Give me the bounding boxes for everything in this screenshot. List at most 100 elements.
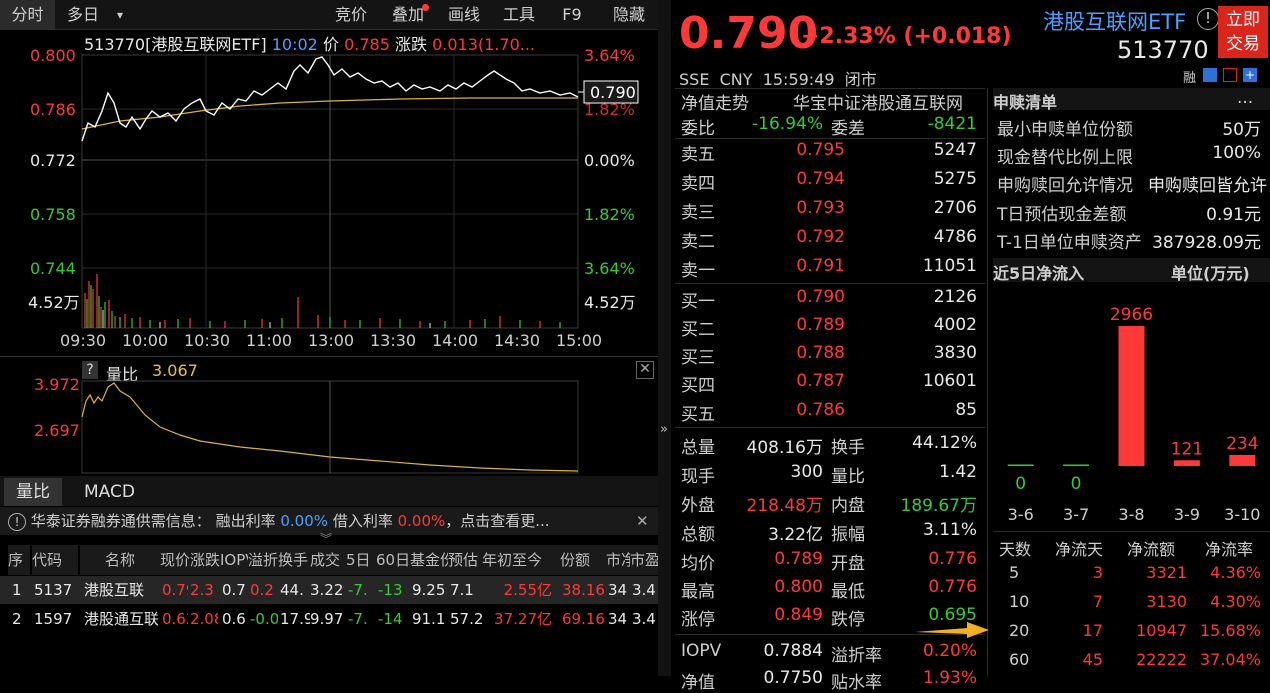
netflow-rate: 15.68% [1199, 621, 1261, 640]
tab-macd[interactable]: MACD [84, 482, 135, 502]
col-header[interactable]: 份额 [560, 545, 606, 575]
ask-price[interactable]: 0.795 [796, 140, 845, 160]
multi-day-dropdown-icon[interactable]: ▾ [116, 8, 124, 22]
tab-overlay[interactable]: 叠加 [391, 5, 424, 24]
ask-price[interactable]: 0.793 [796, 198, 845, 218]
netflow-amount: 10947 [1136, 621, 1187, 640]
col-header[interactable]: 年初至今 [482, 545, 560, 575]
market-status: 闭市 [844, 70, 877, 89]
ask-price[interactable]: 0.791 [796, 256, 845, 276]
sub-value: 387928.09元 [1152, 233, 1261, 253]
cell: 2 [12, 610, 22, 628]
tab-volume-ratio[interactable]: 量比 [4, 478, 62, 506]
tab-auction[interactable]: 竞价 [334, 5, 367, 24]
netflow-col-header: 天数 [999, 540, 1032, 559]
stat-value: 0.800 [774, 577, 823, 597]
notice-b-value: 0.00% [397, 512, 446, 530]
ask-volume: 5247 [933, 140, 977, 160]
col-header[interactable]: 基金份额 [410, 545, 448, 575]
bid-price[interactable]: 0.790 [796, 287, 845, 307]
col-header[interactable]: 现价 [160, 545, 190, 575]
cell: 44. [280, 581, 304, 599]
add-icon[interactable]: + [1243, 68, 1257, 82]
cell: 7.1 [450, 581, 474, 599]
ask-price[interactable]: 0.794 [796, 169, 845, 189]
sub-value: 0.91元 [1206, 205, 1261, 225]
cell: 5137 [34, 581, 73, 599]
sub-label: T-1日单位申赎资产 [997, 233, 1142, 253]
col-header[interactable]: 换手 [278, 545, 310, 575]
tab-intraday[interactable]: 分时 [0, 0, 55, 30]
wei-bi-label: 委比 [681, 119, 715, 139]
left-tick-1: 0.800 [30, 46, 76, 65]
col-header[interactable]: 预估 [448, 545, 482, 575]
bid-label: 买三 [681, 348, 715, 368]
col-header[interactable]: 涨跌 [190, 545, 220, 575]
right-tick-5: 3.64% [584, 259, 635, 278]
cell: 3.22 [310, 581, 344, 599]
col-header[interactable]: 60日 [376, 545, 410, 575]
netflow-amount: 3321 [1146, 563, 1187, 582]
price-line [81, 56, 579, 142]
help-icon[interactable]: ? [82, 361, 98, 379]
nav-trend-label[interactable]: 净值走势 [681, 94, 749, 114]
netflow-rate: 37.04% [1199, 650, 1261, 669]
col-header[interactable]: 序 [8, 545, 30, 575]
premium-value: 0.20% [922, 641, 977, 661]
col-header[interactable]: 名称 [80, 545, 160, 575]
col-header[interactable]: 市盈 [630, 545, 658, 575]
stat-label: 振幅 [831, 525, 865, 545]
quote-meta: SSE CNY 15:59:49 闭市 [679, 66, 877, 90]
chart-time: 10:02 [271, 35, 318, 54]
ask-label: 卖五 [681, 145, 715, 165]
close-icon[interactable]: ✕ [636, 361, 654, 379]
trade-now-button[interactable]: 立即 交易 [1218, 6, 1268, 58]
bid-price[interactable]: 0.787 [796, 371, 845, 391]
stat-value: 0.849 [774, 605, 823, 625]
collapse-chevron-icon[interactable]: ︾ [320, 532, 333, 546]
ask-volume: 2706 [933, 198, 977, 218]
intraday-chart[interactable]: 513770[港股互联网ETF] 10:02 价 0.785 涨跌 0.013(… [0, 31, 658, 356]
discount-value: 1.93% [922, 668, 977, 688]
notice-tail[interactable]: ，点击查看更... [445, 512, 550, 530]
table-row[interactable] [0, 576, 658, 604]
tab-hide[interactable]: 隐藏 [612, 5, 645, 24]
nav-label: 净值 [681, 673, 715, 693]
bid-price[interactable]: 0.789 [796, 315, 845, 335]
margin-notice-bar[interactable]: ! 华泰证券融券通供需信息： 融出利率 0.00% 借入利率 0.00%，点击查… [0, 507, 658, 535]
ask-label: 卖三 [681, 203, 715, 223]
ask-price[interactable]: 0.792 [796, 227, 845, 247]
expand-arrow-icon[interactable]: » [660, 422, 668, 437]
netflow-amount: 22222 [1136, 650, 1187, 669]
netflow-days: 10 [1009, 592, 1030, 611]
notice-close-icon[interactable]: ✕ [636, 512, 649, 530]
cell: 0.2 [250, 581, 274, 599]
bid-price[interactable]: 0.788 [796, 343, 845, 363]
tab-f9[interactable]: F9 [562, 5, 582, 24]
indicator-tabs: 量比 MACD [0, 476, 658, 506]
bid-label: 买一 [681, 292, 715, 312]
more-button[interactable]: ... [1237, 88, 1254, 108]
sub-value: 50万 [1222, 120, 1261, 140]
sub-label: 申购赎回允许情况 [997, 176, 1133, 196]
panel-divider[interactable]: » [658, 0, 671, 676]
margin-tag: 融 [1183, 71, 1197, 86]
col-header[interactable]: 5日 [346, 545, 376, 575]
col-header[interactable]: 溢折 [248, 545, 278, 575]
tab-draw[interactable]: 画线 [447, 5, 480, 24]
chart-toolbar: 分时 多日 ▾ 竞价 叠加 画线 工具 F9 隐藏 [0, 0, 658, 30]
tab-tools[interactable]: 工具 [502, 5, 535, 24]
col-header[interactable]: 代码 [32, 545, 78, 575]
netflow-x-tick: 3-7 [1063, 505, 1089, 524]
bid-volume: 2126 [933, 287, 977, 307]
col-header[interactable]: IOPV [220, 545, 248, 575]
alert-icon[interactable] [1223, 68, 1237, 82]
edit-icon[interactable] [1203, 68, 1217, 82]
volume-ratio-panel[interactable]: ? 量比 3.067 ✕ 3.972 2.697 [0, 356, 658, 474]
col-header[interactable]: 市净 [606, 545, 630, 575]
info-icon[interactable]: ! [1197, 8, 1219, 30]
tab-multi-day[interactable]: 多日 [66, 5, 99, 24]
bid-price[interactable]: 0.786 [796, 400, 845, 420]
vol-ratio-value: 3.067 [152, 361, 198, 380]
col-header[interactable]: 成交 [310, 545, 346, 575]
